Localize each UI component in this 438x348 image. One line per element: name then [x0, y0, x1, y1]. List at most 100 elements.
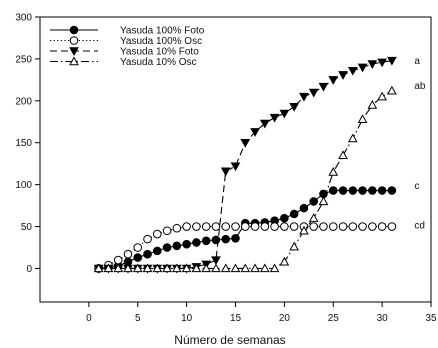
data-point [280, 213, 289, 223]
data-point [358, 186, 367, 195]
data-point [162, 226, 172, 236]
data-point [367, 60, 378, 69]
axes: 0 5 10 15 20 25 30 35 0 50 100 150 200 250 300 [15, 13, 437, 325]
data-point [387, 186, 397, 195]
data-point [279, 109, 290, 119]
plot-frame [39, 16, 432, 303]
data-point [133, 253, 143, 262]
data-point [387, 222, 397, 231]
data-point [250, 222, 260, 231]
data-point [123, 249, 133, 259]
data-point [338, 150, 348, 160]
data-point [318, 82, 329, 92]
y-tick-label: 200 [15, 96, 32, 107]
legend-item: Yasuda 10% Osc [50, 56, 197, 68]
data-point [368, 186, 377, 195]
legend-item: Yasuda 10% Foto [50, 47, 199, 58]
data-point [289, 209, 299, 219]
data-point [299, 92, 309, 102]
y-tick-label: 100 [15, 180, 32, 191]
data-point [387, 85, 397, 95]
data-point [153, 229, 162, 239]
data-point [358, 222, 367, 231]
y-tick-label: 50 [21, 222, 33, 233]
data-point [221, 222, 231, 231]
data-point [240, 263, 251, 273]
data-point [133, 243, 143, 252]
data-point [220, 167, 231, 177]
data-point [113, 263, 124, 273]
data-point [230, 263, 241, 273]
data-point [201, 222, 211, 231]
series-layer [93, 56, 397, 274]
y-tick-label: 250 [15, 54, 32, 65]
data-point [220, 263, 231, 273]
x-tick-label: 20 [279, 313, 291, 324]
data-point [377, 91, 387, 101]
data-point [289, 241, 299, 251]
data-point [348, 222, 358, 231]
data-point [318, 196, 329, 206]
group-letter: a [414, 56, 420, 67]
data-point [289, 222, 299, 231]
data-point [172, 241, 182, 251]
x-tick-label: 25 [328, 313, 340, 324]
data-point [211, 222, 221, 231]
data-point [142, 263, 153, 273]
legend-label: Yasuda 100% Osc [120, 36, 202, 47]
data-point [240, 139, 251, 148]
data-point [357, 63, 368, 73]
series-line [98, 90, 393, 270]
data-point [162, 263, 172, 273]
data-point [347, 133, 358, 143]
data-point [338, 186, 348, 195]
data-point [201, 236, 211, 246]
data-point [172, 263, 182, 273]
data-point [250, 128, 260, 137]
legend-marker [69, 25, 79, 35]
y-tick-label: 150 [15, 138, 32, 149]
data-point [153, 246, 162, 256]
data-point [338, 222, 348, 231]
x-tick-label: 35 [425, 313, 437, 324]
data-point [260, 222, 270, 231]
data-point [230, 162, 241, 172]
group-letter: cd [414, 220, 425, 231]
data-point [269, 113, 280, 123]
y-tick-label: 300 [15, 13, 32, 24]
series-3 [93, 56, 397, 274]
data-point [309, 197, 319, 206]
data-point [289, 102, 299, 112]
data-point [192, 222, 201, 231]
data-point [368, 222, 377, 231]
data-point [259, 263, 270, 273]
data-point [211, 263, 221, 273]
annotation-layer: a ab c cd [414, 56, 426, 231]
data-point [240, 222, 250, 231]
legend-item: Yasuda 100% Osc [50, 36, 202, 47]
data-point [319, 222, 328, 231]
data-point [299, 203, 309, 213]
data-point [377, 222, 387, 231]
legend-label: Yasuda 10% Foto [120, 47, 199, 58]
x-tick-label: 30 [377, 313, 389, 324]
plot-border [39, 16, 432, 303]
data-point [328, 76, 339, 85]
data-point [113, 255, 123, 265]
data-point [328, 186, 338, 195]
data-point [269, 263, 280, 273]
series-line [98, 226, 392, 269]
data-point [308, 88, 319, 98]
data-point [201, 263, 212, 273]
data-point [280, 222, 289, 231]
legend-marker [69, 56, 79, 66]
data-point [221, 234, 231, 244]
series-line [98, 60, 392, 270]
x-tick-label: 10 [181, 313, 193, 324]
data-point [357, 114, 368, 123]
data-point [132, 263, 143, 273]
data-point [152, 263, 163, 273]
legend-label: Yasuda 100% Foto [120, 26, 205, 37]
legend-label: Yasuda 10% Osc [120, 57, 197, 68]
